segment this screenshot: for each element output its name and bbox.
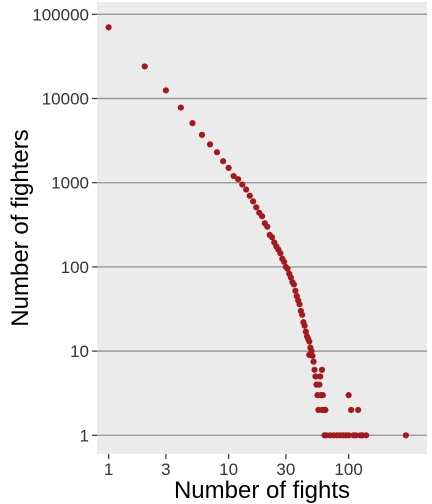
data-point — [253, 204, 259, 210]
data-point — [247, 193, 253, 199]
data-point — [346, 392, 352, 398]
data-point — [306, 352, 312, 358]
data-point — [239, 181, 245, 187]
data-point — [259, 213, 265, 219]
data-point — [106, 24, 112, 30]
data-point — [322, 407, 328, 413]
y-tick-label: 100 — [61, 258, 89, 277]
data-point — [142, 63, 148, 69]
y-axis-ticks: 1 10 100 1000 10000 100000 — [32, 5, 97, 445]
data-point — [296, 301, 302, 307]
data-point — [306, 338, 312, 344]
data-point — [316, 382, 322, 388]
data-point — [235, 176, 241, 182]
y-tick-label: 1000 — [51, 174, 89, 193]
data-point — [299, 312, 305, 318]
x-axis-ticks: 1 3 10 30 100 — [104, 454, 363, 479]
y-tick-label: 10000 — [42, 90, 89, 109]
x-tick-label: 1 — [104, 460, 113, 479]
data-point — [363, 432, 369, 438]
y-tick-label: 100000 — [32, 5, 89, 24]
data-point — [317, 373, 323, 379]
data-point — [226, 165, 232, 171]
x-axis-title: Number of fights — [174, 477, 350, 504]
data-point — [214, 149, 220, 155]
data-point — [264, 224, 270, 230]
data-point — [291, 281, 297, 287]
data-point — [348, 407, 354, 413]
x-tick-label: 3 — [161, 460, 170, 479]
data-point — [189, 120, 195, 126]
y-tick-label: 1 — [80, 426, 89, 445]
data-point — [220, 158, 226, 164]
plot-panel — [97, 2, 427, 454]
data-point — [207, 141, 213, 147]
data-point — [302, 323, 308, 329]
data-point — [355, 407, 361, 413]
data-point — [250, 198, 256, 204]
data-point — [319, 367, 325, 373]
data-point — [199, 132, 205, 138]
data-point — [311, 367, 317, 373]
y-axis-title: Number of fighters — [7, 129, 34, 326]
data-point — [310, 359, 316, 365]
data-point — [292, 288, 298, 294]
data-point — [178, 104, 184, 110]
data-point — [320, 392, 326, 398]
data-point — [163, 87, 169, 93]
data-point — [403, 432, 409, 438]
y-tick-label: 10 — [70, 342, 89, 361]
data-point — [277, 250, 283, 256]
data-point — [243, 186, 249, 192]
